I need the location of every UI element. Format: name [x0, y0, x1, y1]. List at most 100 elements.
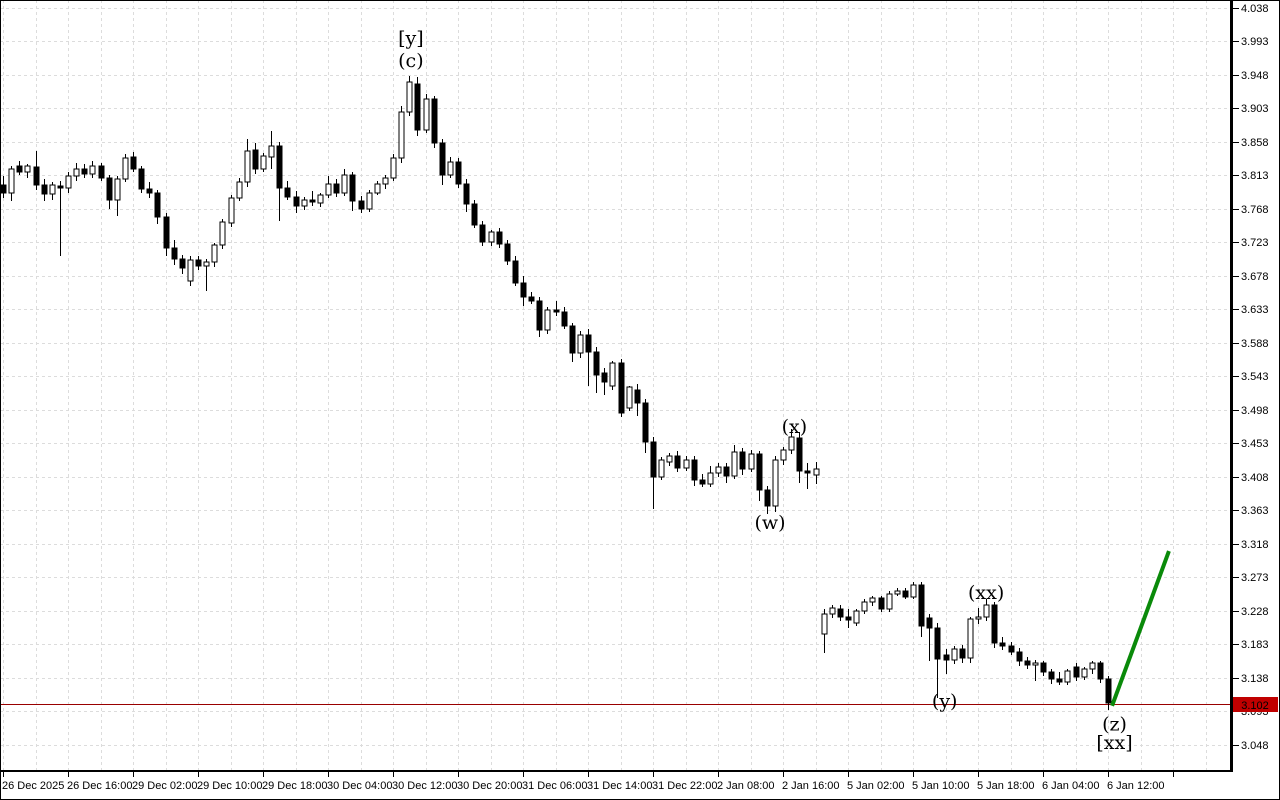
- candle-body: [1073, 666, 1080, 678]
- candle-body: [284, 187, 291, 198]
- candle: [959, 645, 966, 663]
- y-tick-label: 3.363: [1241, 505, 1269, 517]
- candle-body: [959, 648, 966, 659]
- wave-label[interactable]: (z): [1102, 713, 1127, 735]
- candle: [81, 164, 88, 178]
- candle: [195, 256, 202, 270]
- candle-body: [618, 362, 625, 414]
- candle: [358, 196, 365, 213]
- candle-body: [228, 197, 235, 224]
- candle-body: [479, 224, 486, 243]
- wave-label[interactable]: (w): [754, 512, 785, 534]
- candle-body: [601, 372, 608, 383]
- wave-label[interactable]: [y]: [398, 28, 424, 50]
- y-tick-label: 3.138: [1241, 673, 1269, 685]
- candle: [650, 437, 657, 509]
- candle: [1008, 642, 1015, 655]
- candle-body: [276, 145, 283, 189]
- candle: [463, 179, 470, 212]
- y-tick-label: 3.768: [1241, 204, 1269, 216]
- wave-label[interactable]: (xx): [968, 582, 1004, 604]
- candle: [739, 448, 746, 475]
- candle-body: [1081, 668, 1088, 678]
- candle-body: [439, 142, 446, 176]
- y-axis-line: [1230, 0, 1233, 772]
- candle-body: [1024, 660, 1031, 666]
- candle: [504, 240, 511, 265]
- candle: [179, 255, 186, 274]
- candle: [317, 193, 324, 207]
- candle-body: [926, 617, 933, 629]
- candle-body: [73, 168, 80, 177]
- wave-label[interactable]: (c): [398, 50, 423, 72]
- candle-body: [731, 451, 738, 477]
- candle-body: [544, 309, 551, 331]
- candle-body: [398, 111, 405, 159]
- candle: [203, 259, 210, 291]
- candle: [260, 153, 267, 172]
- candle: [284, 181, 291, 200]
- candle-body: [431, 98, 438, 144]
- y-tick-label: 3.813: [1241, 170, 1269, 182]
- candle: [219, 219, 226, 249]
- candle-body: [764, 489, 771, 507]
- candle-body: [1105, 678, 1112, 704]
- y-tick-label: 4.038: [1241, 3, 1269, 15]
- candle-body: [301, 199, 308, 207]
- candle: [309, 191, 316, 206]
- candle-body: [837, 608, 844, 618]
- candle: [130, 152, 137, 172]
- candle-body: [536, 300, 543, 331]
- x-tick-label: 26 Dec 2025: [2, 780, 64, 792]
- candle-body: [943, 654, 950, 661]
- candle-body: [24, 165, 31, 173]
- candle-body: [114, 178, 121, 201]
- candle-body: [81, 168, 88, 175]
- y-tick-label: 3.723: [1241, 237, 1269, 249]
- candle-body: [634, 389, 641, 404]
- candle: [252, 143, 259, 174]
- candle-body: [496, 231, 503, 245]
- wave-labels: [y](c) (x) (w) (xx) (y) (z)[xx]: [398, 28, 1133, 755]
- candle: [748, 450, 755, 472]
- candle: [699, 474, 706, 487]
- candle: [878, 596, 885, 612]
- candle: [991, 602, 998, 648]
- candle-body: [1089, 662, 1096, 670]
- candle: [488, 230, 495, 246]
- candle-body: [333, 183, 340, 194]
- candle-body: [1097, 662, 1104, 680]
- candle-body: [520, 282, 527, 298]
- candle: [16, 161, 23, 175]
- candle: [813, 462, 820, 484]
- candle-body: [967, 618, 974, 659]
- candle-body: [756, 453, 763, 491]
- candle: [1097, 661, 1104, 683]
- candle-body: [886, 593, 893, 610]
- candle: [626, 386, 633, 411]
- candle: [544, 307, 551, 334]
- candle: [114, 176, 121, 216]
- candle-body: [910, 584, 917, 598]
- x-tick-label: 6 Jan 04:00: [1042, 780, 1100, 792]
- candle: [553, 301, 560, 316]
- candle: [829, 605, 836, 618]
- x-tick-label: 2 Jan 16:00: [782, 780, 840, 792]
- candle: [57, 181, 64, 256]
- y-tick-label: 3.183: [1241, 639, 1269, 651]
- candle-body: [187, 259, 194, 282]
- candle: [520, 276, 527, 306]
- price-tag[interactable]: 3.102: [1233, 697, 1278, 712]
- candle: [658, 457, 665, 480]
- candle: [1081, 667, 1088, 680]
- wave-label[interactable]: [xx]: [1096, 732, 1132, 754]
- candle-body: [772, 459, 779, 507]
- wave-label[interactable]: (y): [932, 690, 958, 712]
- candle-body: [325, 183, 332, 196]
- candle: [723, 463, 730, 483]
- trend-line[interactable]: [1110, 550, 1171, 707]
- y-tick-label: 3.228: [1241, 606, 1269, 618]
- candle-body: [65, 175, 72, 189]
- wave-label[interactable]: (x): [782, 416, 808, 438]
